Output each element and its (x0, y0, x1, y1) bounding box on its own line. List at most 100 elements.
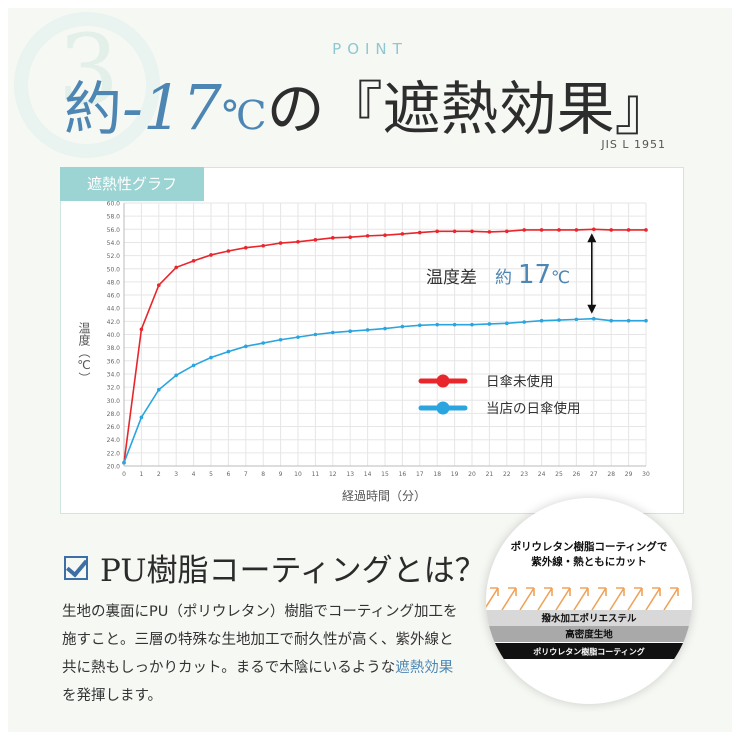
data-point (278, 241, 283, 245)
diff-label-prefix: 温度差 (426, 268, 477, 288)
y-tick-label: 40.0 (107, 332, 121, 339)
chart-series (122, 227, 648, 465)
x-tick-label: 4 (192, 471, 196, 478)
fabric-layer (486, 626, 692, 642)
x-tick-label: 5 (209, 471, 213, 478)
data-point (644, 228, 648, 232)
x-tick-label: 16 (399, 471, 407, 478)
y-axis-label: 温度（℃） (77, 322, 91, 384)
data-point (209, 355, 213, 360)
y-tick-label: 48.0 (107, 279, 121, 286)
pu-body-emphasis: 遮熱効果 (395, 660, 454, 676)
x-tick-label: 27 (590, 471, 598, 478)
data-point (348, 329, 353, 334)
data-point (452, 229, 457, 234)
data-point (470, 229, 474, 234)
legend-swatch-dot (436, 374, 450, 388)
x-tick-label: 6 (226, 471, 230, 478)
x-tick-label: 30 (642, 471, 650, 478)
x-tick-label: 0 (122, 471, 126, 478)
data-point (191, 259, 196, 263)
x-tick-label: 17 (416, 471, 424, 478)
uv-arrow-icon (645, 587, 661, 611)
data-point (174, 265, 178, 270)
y-tick-label: 34.0 (107, 371, 121, 378)
data-point (626, 228, 631, 232)
y-tick-label: 42.0 (107, 319, 121, 326)
data-point (365, 328, 370, 332)
data-point (261, 341, 266, 345)
data-point (557, 318, 561, 322)
diagram-caption-1: ポリウレタン樹脂コーティングで (511, 540, 668, 553)
data-point (139, 327, 144, 332)
y-tick-label: 60.0 (107, 201, 121, 208)
uv-arrow-icon (573, 587, 589, 611)
data-point (157, 387, 161, 392)
pu-body-part-2: を発揮します。 (62, 688, 163, 704)
data-point (505, 229, 509, 234)
legend-label: 当店の日傘使用 (486, 400, 581, 417)
data-point (539, 228, 544, 232)
x-tick-label: 28 (607, 471, 615, 478)
headline-approx: 約 (64, 75, 123, 143)
x-tick-label: 10 (294, 471, 302, 478)
uv-arrow-icon (501, 587, 517, 611)
y-tick-label: 46.0 (107, 293, 121, 300)
y-tick-label: 26.0 (107, 424, 121, 431)
data-point (348, 235, 353, 239)
diff-label-unit: ℃ (551, 268, 570, 288)
uv-arrow-icon (627, 587, 643, 611)
data-point (505, 321, 509, 326)
heat-shield-chart: 20.0 22.0 24.0 26.0 28.0 30.0 32.0 34.0 36.0 38.0… (77, 201, 650, 504)
data-point (261, 243, 266, 248)
uv-arrow-icon (555, 587, 571, 611)
headline-unit: ℃ (221, 93, 267, 139)
y-tick-label: 50.0 (107, 266, 121, 273)
y-tick-label: 44.0 (107, 306, 121, 313)
point-label: POINT (332, 40, 408, 58)
heat-uv-arrows (486, 587, 679, 611)
headline-text: の『遮熱効果』 (266, 75, 673, 143)
data-point (592, 227, 596, 232)
data-point (296, 335, 300, 339)
x-tick-label: 23 (520, 471, 528, 478)
y-tick-label: 36.0 (107, 358, 121, 365)
data-point (609, 318, 613, 323)
data-point (244, 344, 248, 349)
data-point (331, 330, 335, 335)
standard-label: JIS L 1951 (601, 138, 666, 151)
x-tick-label: 9 (279, 471, 283, 478)
data-point (174, 373, 178, 378)
data-point (626, 318, 631, 323)
data-point (470, 322, 474, 327)
x-tick-label: 11 (312, 471, 320, 478)
data-point (609, 228, 613, 232)
y-tick-label: 22.0 (107, 450, 121, 457)
data-point (226, 249, 231, 253)
y-tick-label: 52.0 (107, 253, 121, 260)
data-point (592, 316, 596, 321)
y-tick-label: 54.0 (107, 240, 121, 247)
x-tick-label: 26 (573, 471, 581, 478)
data-point (574, 228, 579, 232)
pu-body-part-1: 生地の裏面にPU（ポリウレタン）樹脂でコーティング加工を施すこと。三層の特殊な生… (62, 604, 458, 676)
diagram-caption-2: 紫外線・熱ともにカット (531, 555, 647, 568)
data-point (383, 233, 387, 238)
y-tick-label: 30.0 (107, 398, 121, 405)
x-tick-label: 1 (139, 471, 143, 478)
pu-heading: PU樹脂コーティングとは？ (64, 545, 486, 590)
data-point (313, 238, 318, 242)
x-tick-label: 12 (329, 471, 337, 478)
diff-label-approx: 約 (495, 268, 512, 288)
fabric-layer-label: 撥水加工ポリエステル (541, 613, 637, 625)
point-number: 3 (58, 14, 120, 126)
fabric-layer (486, 643, 692, 659)
data-point (487, 322, 492, 326)
graph-tab: 遮熱性グラフ (60, 167, 204, 201)
data-point (278, 337, 283, 342)
x-tick-label: 14 (364, 471, 372, 478)
diff-arrow-head-top (587, 233, 597, 243)
y-tick-label: 38.0 (107, 345, 121, 352)
data-point (435, 322, 440, 327)
